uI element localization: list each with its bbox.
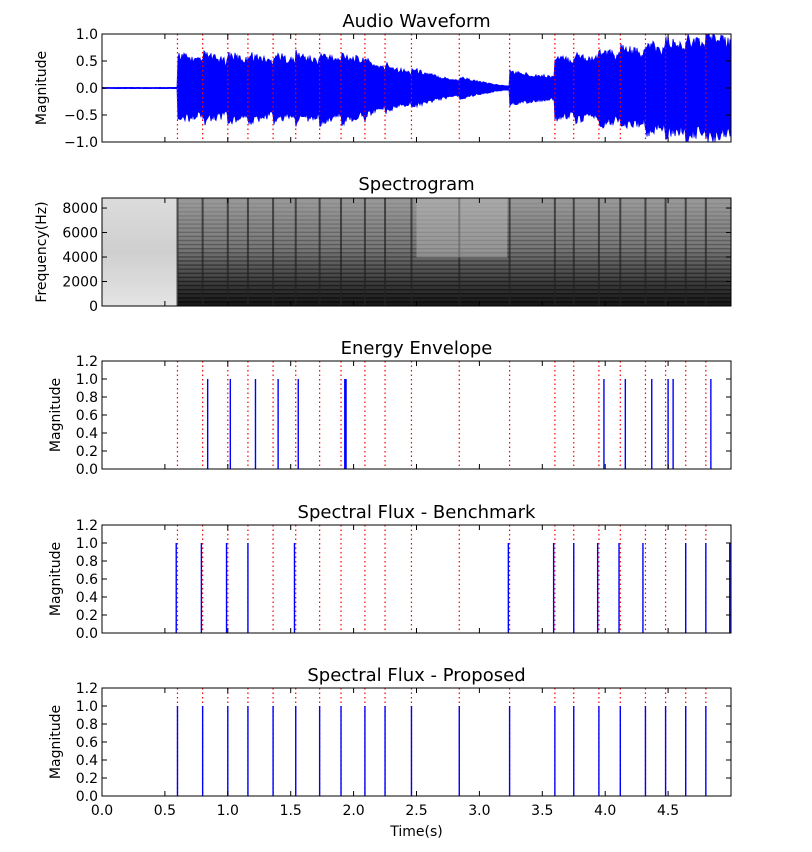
- y-ticks: 1.0 0.5 0.0 −0.5 −1.0: [64, 27, 731, 151]
- detection-spikes: [175, 543, 731, 633]
- x-ticks: [101, 361, 669, 469]
- y-tick-label: 6000: [62, 226, 98, 242]
- y-ticks: 1.2 1.0 0.8 0.6 0.4 0.2 0.0: [76, 681, 731, 805]
- x-tick-label: 1.0: [217, 803, 239, 819]
- y-tick-label: −0.5: [64, 108, 98, 124]
- y-axis-label: Magnitude: [48, 378, 64, 452]
- y-ticks: 8000 6000 4000 2000 0: [62, 201, 731, 315]
- x-ticks: [101, 34, 669, 142]
- y-tick-label: 0.0: [76, 789, 98, 805]
- y-tick-label: 0.8: [76, 554, 98, 570]
- y-tick-label: 1.2: [76, 518, 98, 534]
- x-tick-label: 4.0: [594, 803, 616, 819]
- panel-spectral-flux-benchmark: Spectral Flux - Benchmark Magnitude 1.21…: [48, 502, 732, 642]
- plot-frame: [101, 524, 732, 634]
- x-tick-label: 1.5: [280, 803, 302, 819]
- x-ticks: [101, 198, 669, 306]
- y-tick-label: −1.0: [64, 135, 98, 151]
- y-tick-label: 0.6: [76, 408, 98, 424]
- spectrogram-active-region: [177, 198, 731, 306]
- panel-audio-waveform: Audio Waveform Magnitude 1.0 0.5 0.0 −0.5 −1…: [34, 11, 732, 151]
- panel-energy-envelope: Energy Envelope Magnitude 1.2 1.0 0.8 0.6 0.…: [48, 338, 732, 478]
- onset-markers: [176, 688, 707, 796]
- y-tick-label: 0.4: [76, 426, 98, 442]
- y-tick-label: 1.0: [76, 536, 98, 552]
- spectrogram-image: [102, 198, 731, 306]
- onset-markers: [176, 361, 707, 469]
- panel-title: Spectral Flux - Proposed: [307, 665, 525, 686]
- y-axis-label: Magnitude: [48, 542, 64, 616]
- plot-frame: [101, 687, 732, 797]
- y-tick-label: 0.5: [76, 54, 98, 70]
- y-tick-label: 0.4: [76, 590, 98, 606]
- panel-title: Spectral Flux - Benchmark: [298, 502, 536, 523]
- y-tick-label: 0.8: [76, 390, 98, 406]
- y-tick-label: 0.4: [76, 753, 98, 769]
- y-tick-label: 0: [89, 299, 98, 315]
- y-tick-label: 0.0: [76, 81, 98, 97]
- y-tick-label: 0.2: [76, 444, 98, 460]
- y-tick-label: 2000: [62, 275, 98, 291]
- spectrogram-decay-region: [416, 198, 508, 258]
- onset-markers: [176, 525, 707, 633]
- y-tick-label: 1.0: [76, 372, 98, 388]
- y-tick-label: 4000: [62, 250, 98, 266]
- y-tick-label: 0.0: [76, 462, 98, 478]
- x-tick-label: 0.0: [91, 803, 113, 819]
- panel-spectrogram: Spectrogram Frequency(Hz) 8000 6000 4000 20…: [34, 174, 732, 315]
- spectrogram-quiet-region: [102, 198, 178, 306]
- y-tick-label: 0.2: [76, 608, 98, 624]
- y-ticks: 1.2 1.0 0.8 0.6 0.4 0.2 0.0: [76, 354, 731, 478]
- detection-spikes: [176, 706, 707, 796]
- y-tick-label: 1.2: [76, 681, 98, 697]
- y-tick-label: 1.0: [76, 27, 98, 43]
- onset-markers: [176, 34, 707, 142]
- x-ticks: 0.0 0.5 1.0 1.5 2.0 2.5 3.0 3.5 4.0 4.5: [91, 688, 679, 819]
- panel-spectral-flux-proposed: Spectral Flux - Proposed Magnitude 1.21.…: [48, 665, 732, 840]
- y-axis-label: Frequency(Hz): [34, 201, 50, 302]
- y-tick-label: 1.0: [76, 699, 98, 715]
- x-tick-label: 3.0: [468, 803, 490, 819]
- panel-title: Audio Waveform: [342, 11, 490, 32]
- plot-frame: [101, 360, 732, 470]
- y-tick-label: 8000: [62, 201, 98, 217]
- y-axis-label: Magnitude: [34, 51, 50, 125]
- y-tick-label: 0.6: [76, 572, 98, 588]
- y-tick-label: 0.2: [76, 771, 98, 787]
- x-tick-label: 2.0: [342, 803, 364, 819]
- y-tick-label: 0.8: [76, 717, 98, 733]
- y-tick-label: 0.6: [76, 735, 98, 751]
- x-tick-label: 0.5: [154, 803, 176, 819]
- x-ticks: [101, 525, 669, 633]
- detection-spikes: [206, 379, 712, 469]
- y-tick-label: 1.2: [76, 354, 98, 370]
- y-axis-label: Magnitude: [48, 705, 64, 779]
- x-axis-label: Time(s): [389, 824, 442, 840]
- x-tick-label: 2.5: [405, 803, 427, 819]
- panel-title: Energy Envelope: [341, 338, 493, 359]
- x-tick-label: 3.5: [531, 803, 553, 819]
- panel-title: Spectrogram: [358, 174, 474, 195]
- x-tick-label: 4.5: [657, 803, 679, 819]
- y-tick-label: 0.0: [76, 626, 98, 642]
- y-ticks: 1.2 1.0 0.8 0.6 0.4 0.2 0.0: [76, 518, 731, 642]
- waveform-layer: [102, 34, 731, 142]
